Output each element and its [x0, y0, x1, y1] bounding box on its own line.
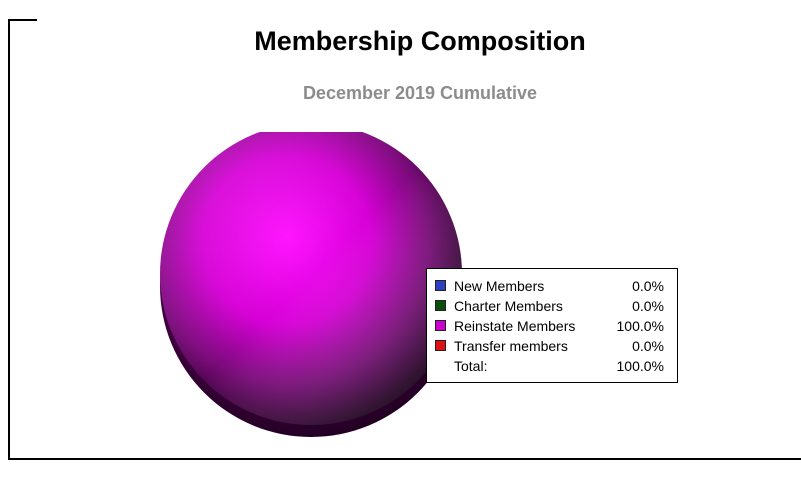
legend-label: New Members — [454, 278, 545, 294]
legend-item-transfer-members: Transfer members 0.0% — [427, 336, 679, 356]
legend-swatch-reinstate-members — [435, 320, 446, 331]
legend-label: Transfer members — [454, 338, 568, 354]
legend-label: Charter Members — [454, 298, 563, 314]
legend-value: 100.0% — [616, 318, 664, 334]
legend-item-charter-members: Charter Members 0.0% — [427, 296, 679, 316]
legend-total-row: Total: 100.0% — [427, 356, 679, 376]
legend-item-new-members: New Members 0.0% — [427, 276, 679, 296]
legend-total-label: Total: — [454, 358, 488, 374]
legend-swatch-new-members — [435, 280, 446, 291]
legend-swatch-transfer-members — [435, 340, 446, 351]
pie-sheen — [160, 132, 462, 425]
legend-swatch-charter-members — [435, 300, 446, 311]
legend-total-value: 100.0% — [616, 358, 664, 374]
chart-title: Membership Composition — [254, 26, 586, 56]
legend-item-reinstate-members: Reinstate Members 100.0% — [427, 316, 679, 336]
legend-value: 0.0% — [632, 278, 664, 294]
legend-value: 0.0% — [632, 298, 664, 314]
pie-chart — [160, 132, 462, 437]
chart-legend: New Members 0.0% Charter Members 0.0% Re… — [426, 268, 678, 383]
legend-value: 0.0% — [632, 338, 664, 354]
chart-subtitle: December 2019 Cumulative — [302, 83, 538, 103]
legend-label: Reinstate Members — [454, 318, 576, 334]
